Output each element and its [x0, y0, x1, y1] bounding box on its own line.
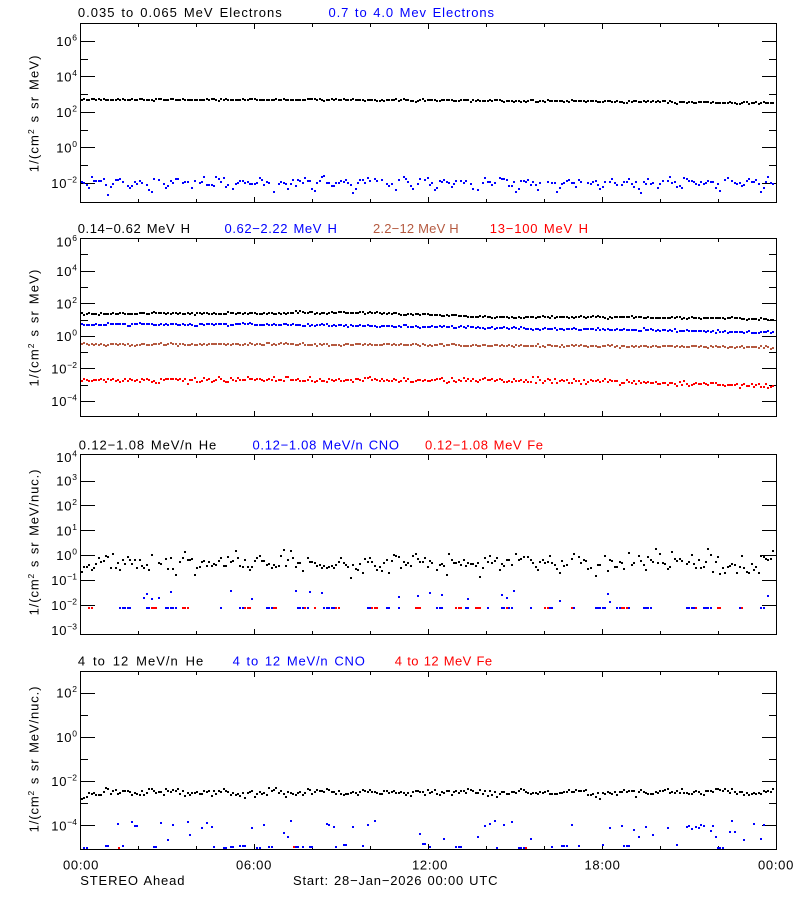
- svg-text:4 to 12 MeV/n CNO: 4 to 12 MeV/n CNO: [233, 654, 366, 669]
- svg-text:10−1: 10−1: [51, 572, 77, 589]
- svg-text:102: 102: [56, 497, 77, 513]
- svg-text:18:00: 18:00: [584, 858, 620, 873]
- svg-text:4 to 12 MeV Fe: 4 to 12 MeV Fe: [395, 654, 493, 669]
- svg-text:104: 104: [56, 449, 77, 466]
- svg-text:12:00: 12:00: [412, 858, 448, 873]
- svg-text:Start: 28−Jan−2026 00:00 UTC: Start: 28−Jan−2026 00:00 UTC: [293, 873, 498, 888]
- svg-text:100: 100: [56, 728, 77, 745]
- svg-text:STEREO Ahead: STEREO Ahead: [80, 873, 185, 888]
- svg-text:104: 104: [56, 262, 77, 279]
- svg-text:0.12−1.08 MeV/n CNO: 0.12−1.08 MeV/n CNO: [253, 437, 400, 452]
- svg-text:06:00: 06:00: [236, 858, 272, 873]
- svg-text:10−2: 10−2: [51, 773, 77, 790]
- svg-text:13−100 MeV H: 13−100 MeV H: [490, 221, 589, 236]
- svg-text:100: 100: [56, 547, 77, 564]
- svg-text:0.12−1.08 MeV/n He: 0.12−1.08 MeV/n He: [79, 437, 217, 452]
- svg-text:00:00: 00:00: [63, 858, 99, 873]
- svg-text:10−4: 10−4: [51, 393, 77, 410]
- svg-text:104: 104: [56, 68, 77, 85]
- svg-text:100: 100: [56, 139, 77, 156]
- svg-text:0.62−2.22 MeV H: 0.62−2.22 MeV H: [225, 221, 338, 236]
- svg-text:10−2: 10−2: [51, 597, 77, 614]
- svg-text:101: 101: [56, 522, 77, 539]
- svg-text:102: 102: [56, 104, 77, 121]
- svg-text:10−3: 10−3: [51, 621, 77, 638]
- svg-text:0.14−0.62 MeV H: 0.14−0.62 MeV H: [78, 221, 191, 236]
- svg-text:106: 106: [56, 233, 77, 250]
- svg-text:2.2−12 MeV H: 2.2−12 MeV H: [373, 221, 459, 236]
- svg-text:4 to 12 MeV/n He: 4 to 12 MeV/n He: [78, 654, 204, 669]
- svg-text:0.7 to 4.0 Mev Electrons: 0.7 to 4.0 Mev Electrons: [329, 5, 495, 20]
- svg-text:106: 106: [56, 33, 77, 50]
- svg-text:10−2: 10−2: [51, 360, 77, 377]
- svg-text:102: 102: [56, 295, 77, 312]
- svg-text:100: 100: [56, 328, 77, 345]
- svg-text:1/(cm2 s sr MeV/nuc.): 1/(cm2 s sr MeV/nuc.): [26, 686, 42, 833]
- svg-text:102: 102: [56, 684, 77, 701]
- svg-text:10−4: 10−4: [51, 817, 77, 834]
- svg-text:1/(cm2 s sr MeV): 1/(cm2 s sr MeV): [26, 54, 42, 172]
- svg-text:00:00: 00:00: [758, 858, 794, 873]
- svg-text:103: 103: [56, 472, 77, 489]
- svg-text:1/(cm2 s sr MeV): 1/(cm2 s sr MeV): [26, 269, 42, 387]
- svg-text:1/(cm2 s sr MeV/nuc.): 1/(cm2 s sr MeV/nuc.): [26, 469, 42, 616]
- svg-text:10−2: 10−2: [51, 174, 77, 191]
- svg-text:0.12−1.08 MeV Fe: 0.12−1.08 MeV Fe: [425, 437, 544, 452]
- svg-text:0.035 to 0.065 MeV Electrons: 0.035 to 0.065 MeV Electrons: [78, 5, 283, 20]
